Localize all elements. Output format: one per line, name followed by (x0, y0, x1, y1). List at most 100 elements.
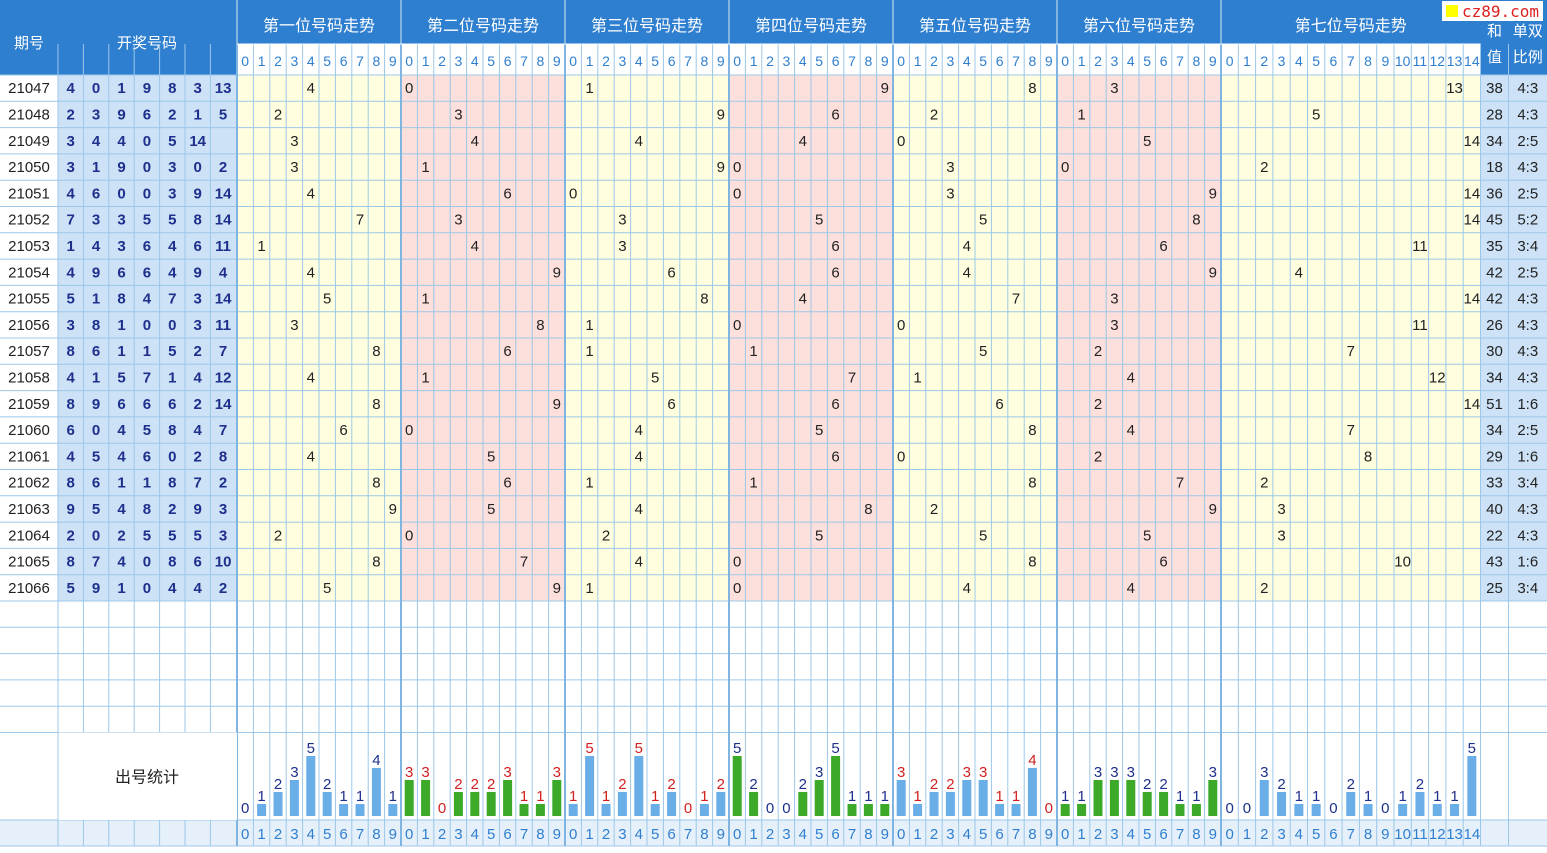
count-label: 1 (569, 788, 577, 805)
draw-number: 1 (92, 291, 100, 308)
position-4-header: 第四位号码走势 (755, 17, 867, 35)
trend-number: 1 (421, 291, 429, 308)
count-bar (1011, 804, 1021, 816)
trend-number: 6 (831, 238, 839, 255)
draw-number: 4 (168, 580, 177, 597)
draw-number: 1 (117, 317, 125, 334)
draw-number: 1 (117, 343, 125, 360)
count-bar (306, 756, 316, 816)
count-label: 3 (815, 764, 823, 781)
trend-number: 12 (1429, 369, 1446, 386)
trend-number: 7 (1347, 343, 1355, 360)
count-label: 2 (799, 776, 807, 793)
ratio-cell: 4:3 (1517, 501, 1538, 518)
trend-number: 6 (831, 396, 839, 413)
count-bar (1126, 780, 1136, 816)
draw-number: 1 (117, 580, 125, 597)
draw-number: 6 (117, 396, 125, 413)
digit-header: 9 (1381, 53, 1389, 69)
draw-number: 1 (92, 369, 100, 386)
count-label: 3 (1209, 764, 1217, 781)
count-label: 0 (241, 800, 249, 817)
trend-number: 2 (1260, 159, 1268, 176)
draw-number: 8 (219, 448, 227, 465)
sum-cell: 22 (1486, 527, 1503, 544)
footer-digit: 3 (946, 826, 954, 843)
trend-number: 8 (1192, 212, 1200, 229)
trend-number: 3 (1110, 80, 1118, 97)
trend-number: 3 (1277, 501, 1285, 518)
draw-number: 8 (143, 501, 151, 518)
trend-number: 4 (799, 133, 807, 150)
trend-number: 8 (1028, 80, 1036, 97)
draw-number: 7 (194, 475, 202, 492)
footer-digit: 6 (1159, 826, 1167, 843)
footer-digit: 5 (651, 826, 659, 843)
trend-number: 7 (848, 369, 856, 386)
digit-header: 13 (1447, 53, 1463, 69)
footer-digit: 4 (963, 826, 971, 843)
count-bar (585, 756, 595, 816)
ratio-cell: 2:5 (1517, 185, 1538, 202)
draw-number: 0 (194, 159, 202, 176)
digit-header: 1 (422, 53, 430, 69)
digit-header: 2 (766, 53, 774, 69)
draw-number: 5 (67, 291, 75, 308)
count-bar (896, 780, 906, 816)
trend-number: 3 (946, 185, 954, 202)
footer-digit: 7 (848, 826, 856, 843)
count-label: 1 (1061, 788, 1069, 805)
period-cell: 21065 (8, 554, 50, 571)
trend-number: 10 (1394, 554, 1411, 571)
trend-number: 1 (585, 580, 593, 597)
draw-number: 4 (67, 185, 76, 202)
draw-number: 2 (168, 501, 176, 518)
footer-digit: 8 (372, 826, 380, 843)
digit-header: 3 (947, 53, 955, 69)
digit-header: 7 (1012, 53, 1020, 69)
trend-number: 4 (307, 369, 315, 386)
draw-number: 3 (67, 133, 75, 150)
count-bar (519, 804, 529, 816)
digit-header: 1 (750, 53, 758, 69)
count-label: 3 (963, 764, 971, 781)
trend-number: 4 (635, 448, 643, 465)
count-bar (847, 804, 857, 816)
count-label: 1 (1012, 788, 1020, 805)
draw-header: 开奖号码 (117, 35, 177, 52)
count-bar (978, 780, 988, 816)
digit-header: 3 (291, 53, 299, 69)
footer-digit: 1 (421, 826, 429, 843)
trend-number: 2 (274, 106, 282, 123)
draw-number: 2 (194, 343, 202, 360)
draw-number: 5 (168, 212, 176, 229)
count-label: 2 (618, 776, 626, 793)
count-label: 2 (1347, 776, 1355, 793)
draw-number: 9 (92, 580, 100, 597)
count-bar (1208, 780, 1218, 816)
draw-number: 8 (67, 343, 75, 360)
count-bar (945, 792, 955, 816)
draw-number: 1 (194, 106, 202, 123)
sum-cell: 51 (1486, 396, 1503, 413)
draw-number: 8 (168, 475, 176, 492)
ratio-cell: 2:5 (1517, 264, 1538, 281)
trend-number: 5 (979, 527, 987, 544)
count-label: 1 (1176, 788, 1184, 805)
period-cell: 21063 (8, 501, 50, 518)
position-6-header: 第六位号码走势 (1083, 17, 1195, 35)
trend-number: 9 (1209, 185, 1217, 202)
trend-number: 3 (946, 159, 954, 176)
draw-number: 0 (168, 317, 176, 334)
digit-header: 2 (1260, 53, 1268, 69)
count-label: 2 (1416, 776, 1424, 793)
digit-header: 6 (1330, 53, 1338, 69)
trend-number: 6 (831, 106, 839, 123)
period-cell: 21058 (8, 369, 50, 386)
count-bar (404, 780, 414, 816)
count-label: 2 (487, 776, 495, 793)
draw-number: 5 (168, 343, 176, 360)
footer-digit: 7 (1012, 826, 1020, 843)
count-label: 1 (1192, 788, 1200, 805)
footer-digit: 6 (503, 826, 511, 843)
